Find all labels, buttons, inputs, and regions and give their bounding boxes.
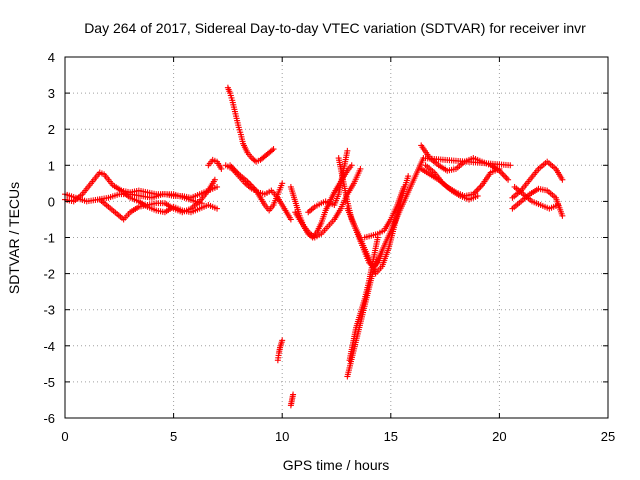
data-point [279,337,286,344]
chart-title: Day 264 of 2017, Sidereal Day-to-day VTE… [84,20,586,36]
data-point [218,165,225,172]
data-point [214,183,221,190]
grid [65,57,608,418]
data-point [477,183,484,190]
y-tick-label: 1 [48,158,55,173]
y-tick-label: -2 [43,267,55,282]
data-point [502,173,509,180]
data-point [405,173,412,180]
y-tick-label: 0 [48,194,55,209]
data-point [507,162,514,169]
y-tick-label: -6 [43,411,55,426]
data-point [476,185,483,192]
data-point [555,202,562,209]
y-tick-label: -1 [43,231,55,246]
data-point [290,391,297,398]
data-points [62,84,566,409]
y-tick-label: -5 [43,375,55,390]
data-point [287,216,294,223]
x-tick-label: 15 [384,429,398,444]
x-tick-label: 5 [170,429,177,444]
data-point [357,165,364,172]
data-point [503,175,510,182]
data-point [499,170,506,177]
data-point [474,192,481,199]
data-point [559,212,566,219]
data-point [344,147,351,154]
plot-frame [64,56,609,419]
y-tick-label: 4 [48,50,55,65]
data-point [559,176,566,183]
axis-ticks: 0 5 10 15 20 25 -6 -5 -4 -3 -2 -1 0 1 2 3 4 [43,50,615,444]
data-point [348,162,355,169]
data-point [214,205,221,212]
x-tick-label: 10 [275,429,289,444]
x-tick-label: 25 [601,429,615,444]
x-tick-label: 20 [492,429,506,444]
data-point [474,186,481,193]
data-point [473,188,480,195]
data-point [496,165,503,172]
data-point [505,176,512,183]
data-point [211,176,218,183]
data-point [279,180,286,187]
y-tick-label: 2 [48,122,55,137]
y-tick-label: 3 [48,86,55,101]
x-tick-label: 0 [61,429,68,444]
data-point [400,183,407,190]
data-point [270,146,277,153]
y-tick-label: -4 [43,339,55,354]
data-point [500,172,507,179]
x-axis-label: GPS time / hours [283,457,390,473]
y-axis-label: SDTVAR / TECUs [6,182,22,294]
data-point [269,147,276,154]
y-tick-label: -3 [43,303,55,318]
